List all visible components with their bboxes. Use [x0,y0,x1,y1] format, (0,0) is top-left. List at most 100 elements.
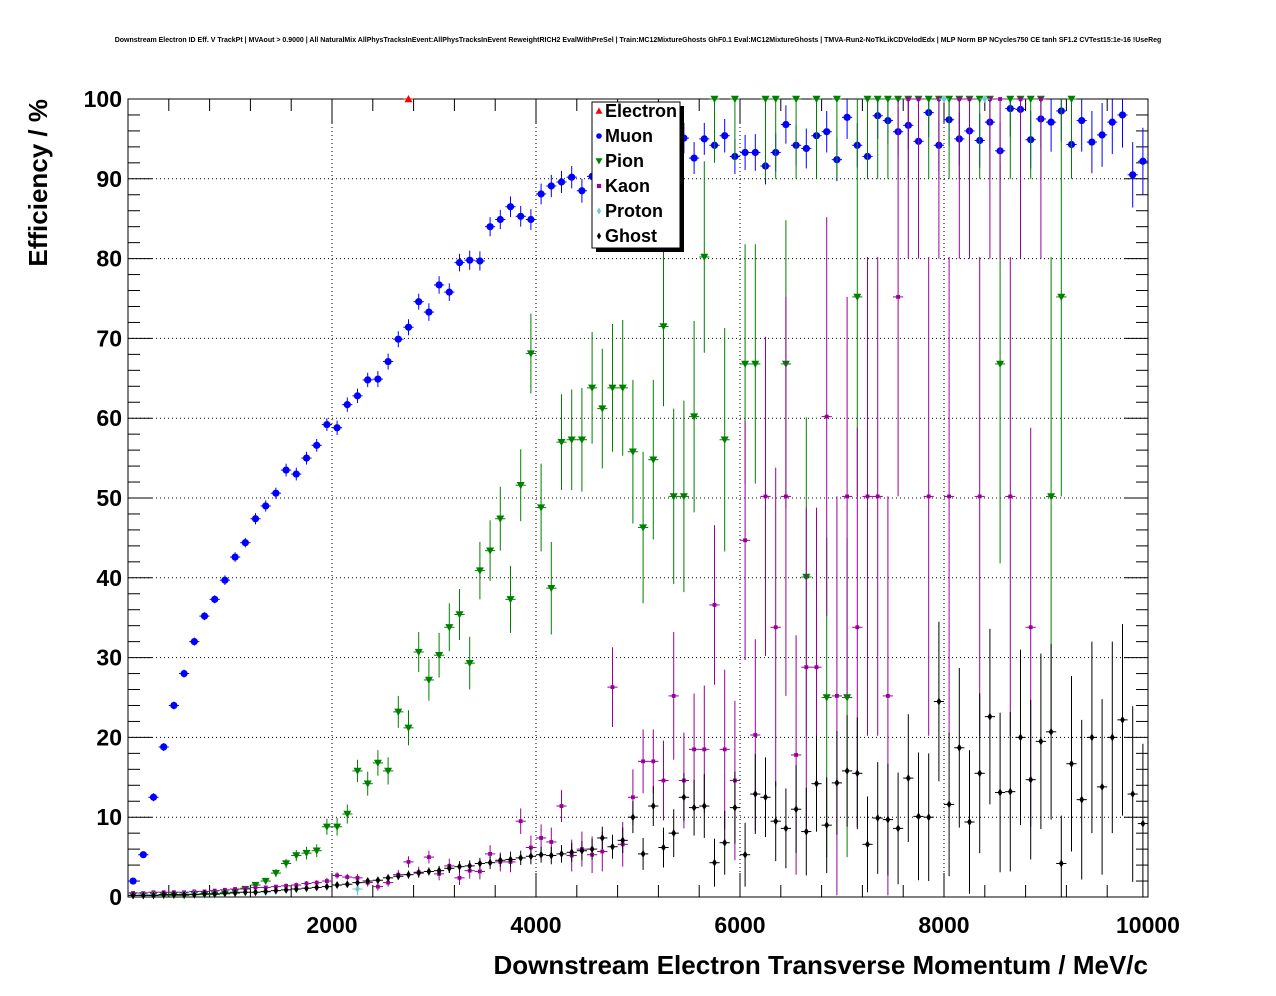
data-point [883,95,892,103]
data-point [1069,759,1074,768]
data-point [549,840,554,844]
data-point [885,693,890,698]
data-point [345,875,350,879]
data-point [559,804,564,808]
data-point [598,405,607,413]
data-point [967,97,972,101]
data-point [222,889,228,898]
data-point [486,547,495,555]
data-point [916,97,921,101]
data-point [302,454,311,462]
data-point [1078,116,1086,125]
series-kaon [128,97,1046,896]
data-point [130,891,136,900]
data-point [272,489,280,497]
data-point [487,858,493,867]
data-point [292,470,300,478]
data-point [792,95,801,103]
data-point [333,424,341,432]
data-point [292,852,301,860]
data-point [1118,111,1127,119]
data-point [1018,97,1023,101]
legend-marker-pion [595,158,603,165]
data-point [559,849,564,858]
data-point [720,436,729,444]
series-electron [403,95,414,103]
data-point [618,384,627,392]
data-point [160,743,168,751]
data-point [812,95,821,103]
data-point [304,881,309,886]
data-point [557,438,566,447]
data-point [1038,737,1044,746]
data-point [905,774,911,783]
data-point [261,877,270,886]
data-point [1028,625,1033,630]
data-point [845,494,850,499]
x-axis-label: Downstream Electron Transverse Momentum … [493,950,1148,980]
data-point [395,872,401,881]
data-point [822,694,831,702]
data-point [906,97,911,101]
data-point [924,95,933,103]
data-point [730,95,739,103]
data-point [834,778,840,787]
data-point [334,881,340,890]
data-point [1089,733,1095,742]
data-point [671,829,677,838]
data-point [885,815,891,824]
data-point [710,95,719,103]
data-point [486,223,494,231]
data-point [384,767,393,775]
data-point [661,778,666,783]
y-tick-label: 40 [96,565,122,591]
data-point [712,603,717,607]
data-point [373,759,382,767]
data-point [322,823,331,831]
data-point [538,850,544,859]
data-point [355,885,360,894]
data-point [170,701,178,710]
data-point [1038,97,1043,101]
legend-label-electron: Electron [605,101,677,121]
data-point [283,885,289,894]
data-point [843,694,852,702]
series-pion [128,95,1077,900]
data-point [661,843,666,852]
data-point [763,494,768,499]
data-point [293,885,299,894]
data-point [873,95,882,103]
y-axis-label: Efficiency / % [23,99,53,267]
data-point [640,849,646,858]
data-point [671,693,676,698]
data-point [335,873,340,878]
y-tick-label: 0 [109,884,122,910]
data-point [941,95,947,103]
data-point [732,803,738,812]
data-point [191,890,197,899]
data-point [466,256,474,264]
data-point [394,335,402,343]
data-point [445,624,454,632]
data-point [404,95,413,103]
data-point [753,733,758,737]
x-tick-label: 4000 [510,912,561,938]
data-point [314,883,320,892]
data-point [537,504,546,512]
data-point [200,612,209,620]
data-point [863,95,872,103]
data-point [651,759,656,764]
data-point [1047,118,1055,126]
legend-marker-ghost [596,232,602,240]
data-point [232,889,238,898]
data-point [477,869,482,874]
data-point [832,95,841,103]
data-point [599,833,605,842]
data-point [1079,795,1085,804]
data-point [659,323,668,331]
data-point [282,860,291,868]
data-point [802,144,810,153]
data-point [1048,727,1054,736]
data-point [385,873,391,882]
